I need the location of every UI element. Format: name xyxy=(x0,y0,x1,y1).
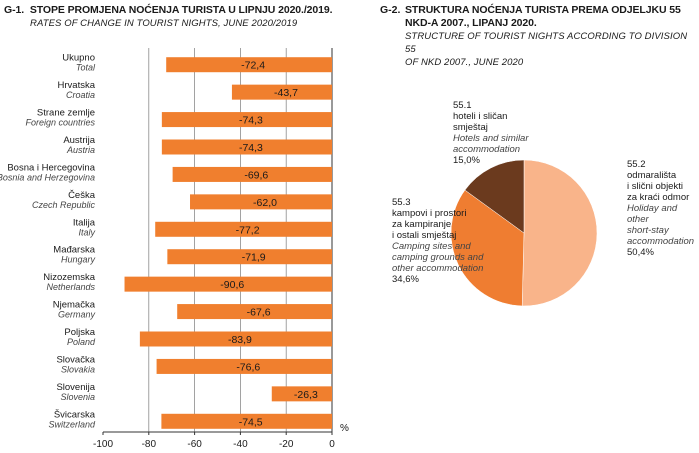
bar xyxy=(172,166,332,182)
g1-subtitle: RATES OF CHANGE IN TOURIST NIGHTS, JUNE … xyxy=(30,18,298,29)
g2-number: G-2. xyxy=(380,4,401,16)
g1-title-block: G-1. STOPE PROMJENA NOĆENJA TURISTA U LI… xyxy=(4,4,364,30)
category-label: Mađarska xyxy=(53,245,95,256)
category-label-en: Netherlands xyxy=(46,282,95,292)
g1-title: STOPE PROMJENA NOĆENJA TURISTA U LIPNJU … xyxy=(29,4,333,16)
bar xyxy=(190,194,332,210)
pie-slice-55-3 xyxy=(450,189,525,307)
x-tick-label: -60 xyxy=(187,439,202,450)
g2-title-line1: STRUKTURA NOĆENJA TURISTA PREMA ODJELJKU… xyxy=(405,4,681,16)
category-label: Italija xyxy=(73,217,96,228)
bar-value-label: -43,7 xyxy=(274,87,298,99)
bar xyxy=(166,57,332,73)
category-label: Austrija xyxy=(63,135,95,146)
category-label-en: Foreign countries xyxy=(25,118,95,128)
category-label-en: Bosnia and Herzegovina xyxy=(0,172,95,182)
pie-slice-55-2 xyxy=(521,159,598,307)
category-label: Slovačka xyxy=(56,354,95,365)
bar-value-label: -77,2 xyxy=(236,224,260,236)
bar-value-label: -74,5 xyxy=(239,416,263,428)
category-label-en: Austria xyxy=(66,145,95,155)
g2-title-line2: NKD-A 2007., LIPANJ 2020. xyxy=(405,17,537,29)
g2-subtitle-line2: OF NKD 2007., JUNE 2020 xyxy=(405,57,524,68)
x-tick-label: -20 xyxy=(279,439,294,450)
bar xyxy=(271,386,332,402)
category-label-en: Poland xyxy=(67,337,96,347)
category-label: Bosna i Hercegovina xyxy=(7,162,95,173)
category-label-en: Slovenia xyxy=(60,392,95,402)
category-label-en: Croatia xyxy=(66,90,95,100)
category-label: Strane zemlje xyxy=(37,108,95,119)
category-label: Slovenija xyxy=(56,382,95,393)
pie-label-code: 55.3 xyxy=(392,197,411,208)
bar-value-label: -67,6 xyxy=(247,307,271,319)
bar xyxy=(156,358,332,374)
g1-number: G-1. xyxy=(4,4,25,16)
bar-value-label: -76,6 xyxy=(236,361,260,373)
bar-value-label: -26,3 xyxy=(294,389,318,401)
category-label-en: Switzerland xyxy=(48,419,96,429)
bar-value-label: -72,4 xyxy=(241,60,265,72)
x-tick-label: -80 xyxy=(142,439,157,450)
category-label: Hrvatska xyxy=(58,80,96,91)
pie-value-label: 50,4% xyxy=(627,247,654,258)
category-label: Češka xyxy=(68,190,96,201)
category-label-en: Slovakia xyxy=(61,364,95,374)
x-tick-label: 0 xyxy=(329,439,335,450)
x-tick-label: -100 xyxy=(93,439,113,450)
bar xyxy=(161,413,332,429)
pie-label-code: 55.2 xyxy=(627,159,646,170)
pie-slice-55-1 xyxy=(464,159,525,234)
category-label-en: Germany xyxy=(58,310,96,320)
bar xyxy=(177,304,332,320)
g2-subtitle-line1: STRUCTURE OF TOURIST NIGHTS ACCORDING TO… xyxy=(405,31,688,55)
category-label-en: Italy xyxy=(78,227,95,237)
bar xyxy=(124,276,332,292)
category-label-en: Czech Republic xyxy=(32,200,96,210)
bar xyxy=(161,139,332,155)
pie-label-55-2: 55.2 odmarališta i slični objekti za kra… xyxy=(627,159,699,258)
x-tick-label: -40 xyxy=(233,439,248,450)
bar-value-label: -62,0 xyxy=(253,197,277,209)
bar xyxy=(155,221,332,237)
pie-label-55-3: 55.3 kampovi i prostori za kampiranje i … xyxy=(392,197,484,285)
category-label: Poljska xyxy=(64,327,95,338)
unit-label: % xyxy=(340,423,349,434)
category-label-en: Hungary xyxy=(61,255,96,265)
bar-value-label: -69,6 xyxy=(244,169,268,181)
g2-title-block: G-2. STRUKTURA NOĆENJA TURISTA PREMA ODJ… xyxy=(380,4,696,69)
pie-value-label: 15,0% xyxy=(453,155,480,166)
category-label: Švicarska xyxy=(54,409,96,420)
bar-value-label: -74,3 xyxy=(239,142,263,154)
bar xyxy=(139,331,332,347)
bar xyxy=(161,112,332,128)
pie-label-code: 55.1 xyxy=(453,100,472,111)
category-label: Njemačka xyxy=(53,300,96,311)
bar-value-label: -90,6 xyxy=(220,279,244,291)
category-label-en: Total xyxy=(76,63,96,73)
bar xyxy=(167,249,332,265)
category-label: Nizozemska xyxy=(43,272,95,283)
bar-value-label: -74,3 xyxy=(239,115,263,127)
pie-label-55-1: 55.1 hoteli i sličan smještaj Hotels and… xyxy=(453,100,529,166)
bar-value-label: -71,9 xyxy=(242,252,266,264)
bar-value-label: -83,9 xyxy=(228,334,252,346)
bar xyxy=(231,84,332,100)
category-label: Ukupno xyxy=(62,53,95,64)
pie-value-label: 34,6% xyxy=(392,274,419,285)
